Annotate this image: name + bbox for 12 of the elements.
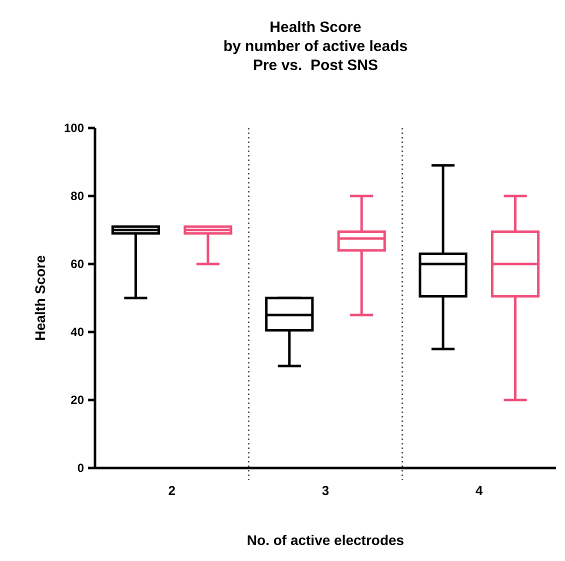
x-tick-label: 3 xyxy=(322,483,330,498)
y-tick-label: 0 xyxy=(77,461,84,476)
chart-title: Health Score by number of active leads Pre vs. Post SNS xyxy=(223,19,408,74)
x-tick-label: 2 xyxy=(168,483,176,498)
y-tick-label: 100 xyxy=(64,121,84,136)
y-tick-label: 80 xyxy=(70,189,84,204)
x-axis-title: No. of active electrodes xyxy=(246,532,404,548)
y-tick-label: 20 xyxy=(70,393,84,408)
y-tick-label: 40 xyxy=(70,325,84,340)
y-axis-title: Health Score xyxy=(32,254,48,341)
x-tick-label: 4 xyxy=(476,483,484,498)
y-tick-label: 60 xyxy=(70,257,84,272)
